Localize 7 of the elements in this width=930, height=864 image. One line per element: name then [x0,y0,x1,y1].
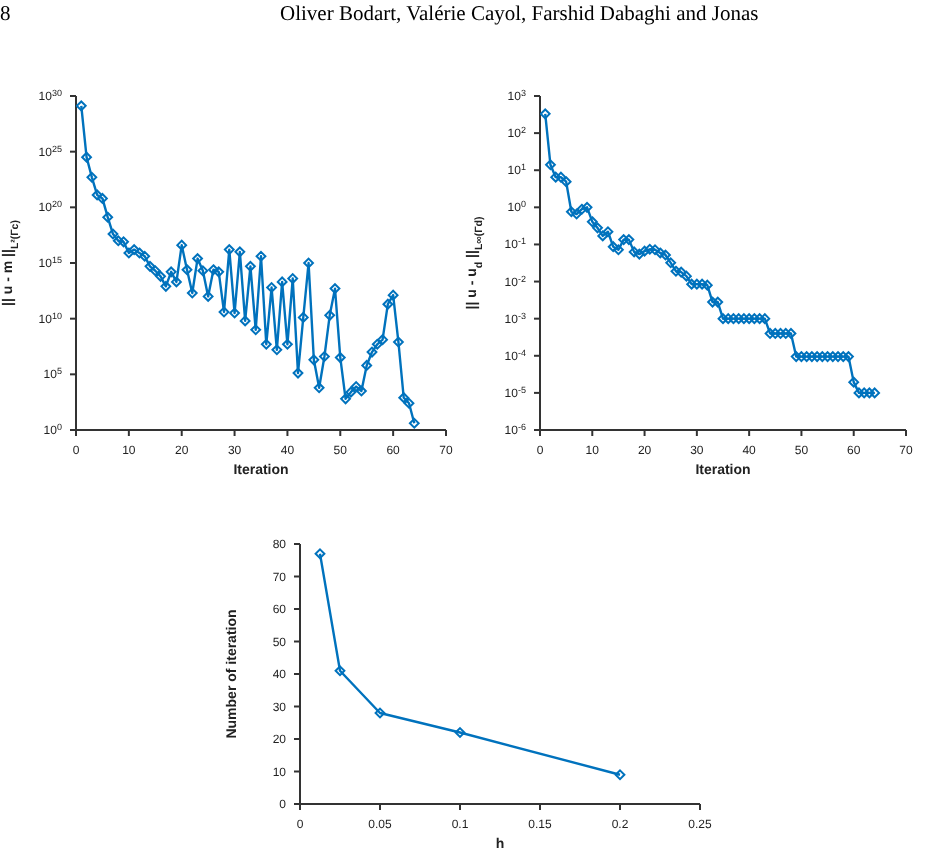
text: Oliver Bodart, Valérie Cayol, Farshid Dabaghi and Jonas [280,4,759,26]
point [454,727,466,738]
point [334,665,346,677]
point [374,707,386,719]
point [614,769,626,781]
text: 8 [0,4,11,26]
point [314,548,326,560]
